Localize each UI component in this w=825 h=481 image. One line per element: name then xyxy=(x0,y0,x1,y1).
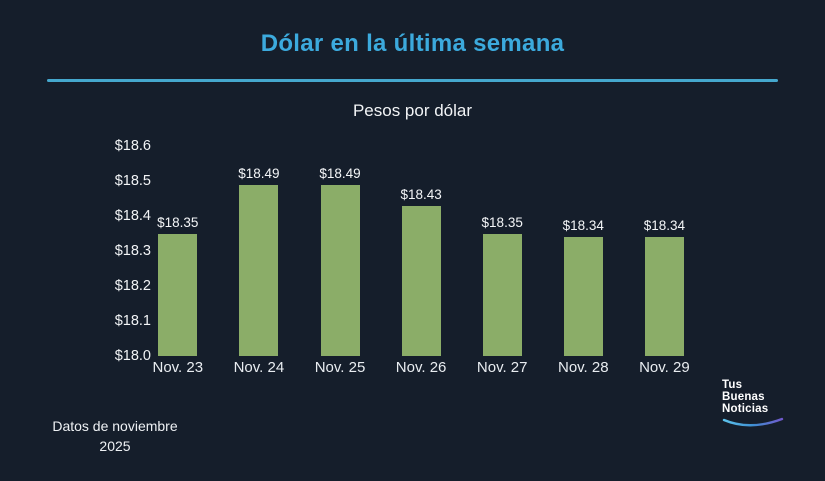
y-axis-tick-label: $18.0 xyxy=(114,348,151,364)
bar-value-label: $18.49 xyxy=(319,165,361,181)
y-axis-tick-label: $18.5 xyxy=(114,173,151,189)
x-axis-label: Nov. 26 xyxy=(395,359,447,376)
bar-nov-24 xyxy=(239,184,279,356)
x-axis-label: Nov. 25 xyxy=(314,359,366,376)
bar-nov-23 xyxy=(158,233,198,356)
y-axis-tick-label: $18.1 xyxy=(114,313,151,329)
title-divider-line xyxy=(47,79,778,82)
x-axis-label: Nov. 28 xyxy=(558,359,609,376)
x-axis-label: Nov. 23 xyxy=(152,359,204,376)
bar-value-label: $18.34 xyxy=(643,218,686,233)
y-axis-tick-label: $18.6 xyxy=(114,138,151,154)
y-axis-tick-label: $18.4 xyxy=(114,208,151,224)
bar-value-label: $18.43 xyxy=(400,186,442,202)
logo-swoosh-icon xyxy=(722,417,784,427)
x-axis-label: Nov. 27 xyxy=(476,359,528,376)
bar-value-label: $18.35 xyxy=(157,214,199,230)
data-source-note-line2: 2025 xyxy=(99,438,131,454)
tus-buenas-noticias-logo: Tus Buenas Noticias xyxy=(722,379,786,433)
page-title: Dólar en la última semana xyxy=(260,30,565,57)
y-axis-tick-label: $18.3 xyxy=(114,243,151,259)
bar-nov-29 xyxy=(644,237,684,356)
chart-subtitle: Pesos por dólar xyxy=(352,101,473,120)
bar-nov-25 xyxy=(320,184,360,356)
y-axis-tick-label: $18.2 xyxy=(114,278,151,294)
logo-text-line2: Buenas xyxy=(722,391,765,403)
logo-text-line3: Noticias xyxy=(722,403,769,415)
x-axis-label: Nov. 24 xyxy=(233,359,285,376)
bar-nov-28 xyxy=(563,237,603,356)
x-axis-label: Nov. 29 xyxy=(639,359,690,376)
bar-nov-27 xyxy=(482,233,522,356)
bar-value-label: $18.35 xyxy=(481,214,523,230)
data-source-note-line1: Datos de noviembre xyxy=(52,418,178,434)
data-source-note: Datos de noviembre 2025 xyxy=(40,416,190,456)
bar-nov-26 xyxy=(401,205,441,356)
logo-text-line1: Tus xyxy=(722,379,743,391)
bar-value-label: $18.34 xyxy=(562,218,604,233)
bar-value-label: $18.49 xyxy=(238,165,280,181)
